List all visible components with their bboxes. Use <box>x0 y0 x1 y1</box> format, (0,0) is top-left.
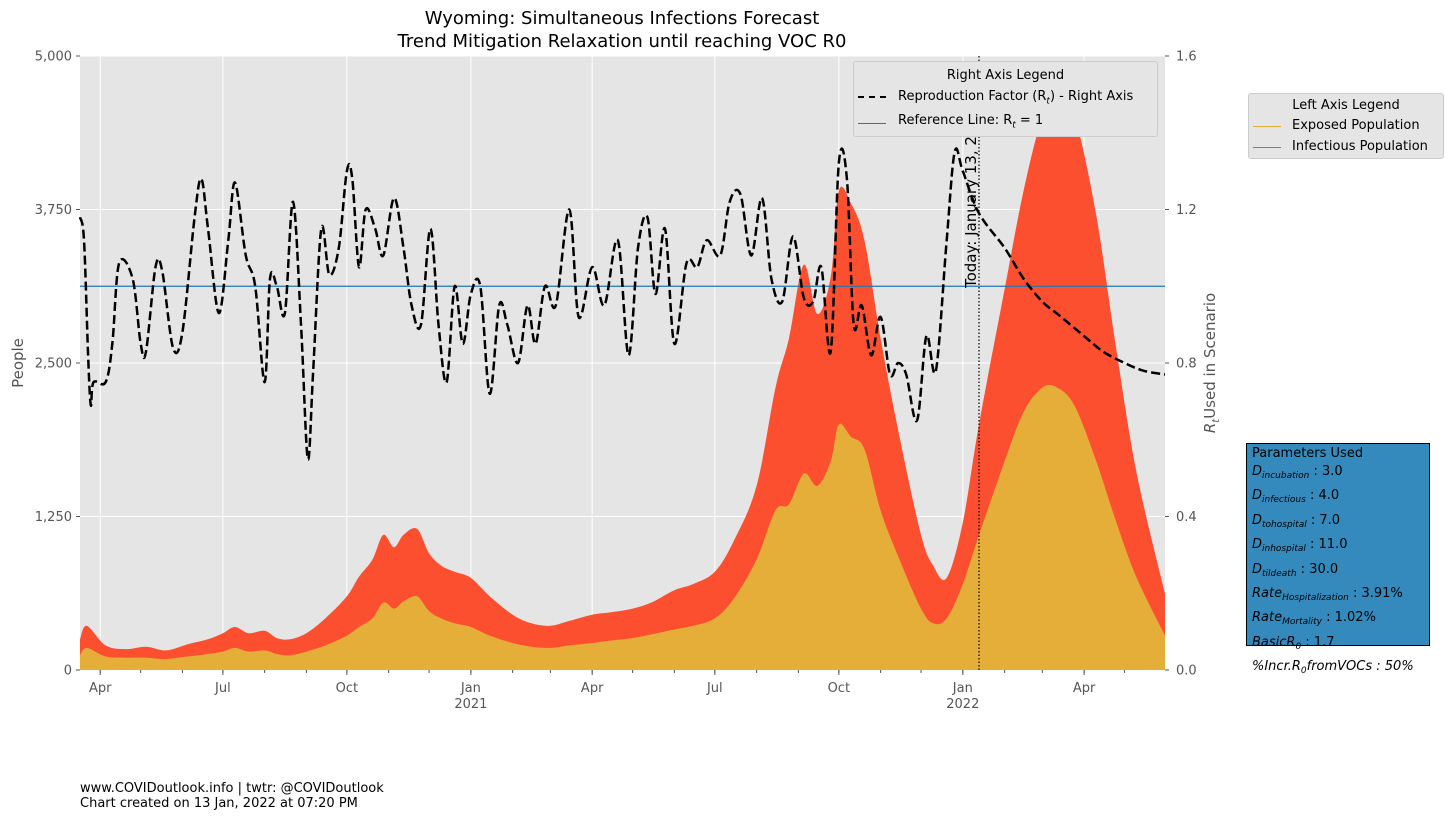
parameter-row: Dincubation : 3.0 <box>1252 464 1343 481</box>
footer-site: www.COVIDoutlook.info | twtr: @COVIDoutl… <box>80 781 384 796</box>
exposed-legend-swatch <box>1253 126 1281 127</box>
x-tick-year-label: 2022 <box>946 697 979 712</box>
rt-line <box>78 147 1166 461</box>
today-label: Today: January 13, 2022 <box>962 107 980 289</box>
exposed-area <box>80 384 1165 670</box>
parameter-row: Dinfectious : 4.0 <box>1252 488 1340 506</box>
left-axis-label: People <box>9 338 27 388</box>
parameter-row: BasicR0 : 1.7 <box>1252 634 1335 652</box>
exposed-legend-label: Exposed Population <box>1292 118 1420 133</box>
right-axis-legend: Right Axis Legend Reproduction Factor (R… <box>853 61 1158 137</box>
x-tick-label: Jan <box>460 681 481 696</box>
x-tick-label: Apr <box>1073 681 1096 696</box>
right-tick-label: 0.4 <box>1176 510 1197 525</box>
parameters-title: Parameters Used <box>1252 446 1364 461</box>
axes: 0 1,250 2,500 3,750 5,000 0.0 0.4 0.8 1.2 1.6 Apr J… <box>35 50 1197 713</box>
chart-title-line2: Trend Mitigation Relaxation until reachi… <box>397 31 847 52</box>
left-tick-label: 2,500 <box>35 357 72 372</box>
parameter-rows: Dincubation : 3.0 Dinfectious : 4.0 Dtohos… <box>1252 462 1424 682</box>
parameters-box: Parameters Used Dincubation : 3.0 Dinfect… <box>1246 443 1430 676</box>
left-tick-label: 5,000 <box>35 50 72 65</box>
parameter-row: %Incr.R0fromVOCs : 50% <box>1252 659 1414 677</box>
x-tick-year-label: 2021 <box>454 697 487 712</box>
infectious-legend-swatch <box>1253 147 1281 148</box>
x-tick-label: Oct <box>336 681 358 696</box>
x-tick-label: Apr <box>89 681 112 696</box>
x-tick-label: Oct <box>828 681 850 696</box>
today-marker: Today: January 13, 2022 <box>962 56 980 670</box>
infectious-legend-label: Infectious Population <box>1292 139 1428 154</box>
rt-line-group <box>78 147 1166 461</box>
reference-legend-swatch <box>858 123 886 124</box>
parameter-row: RateMortality : 1.02% <box>1252 610 1376 628</box>
rt-legend-swatch <box>858 96 886 98</box>
rt-legend-label: Reproduction Factor (Rt) - Right Axis <box>898 89 1134 107</box>
right-tick-label: 1.6 <box>1176 50 1197 65</box>
left-tick-label: 1,250 <box>35 510 72 525</box>
chart-title-line1: Wyoming: Simultaneous Infections Forecas… <box>425 8 820 29</box>
right-tick-label: 1.2 <box>1176 203 1197 218</box>
left-axis-legend: Left Axis Legend Exposed Population Infe… <box>1248 93 1444 159</box>
x-tick-label: Jan <box>952 681 973 696</box>
left-legend-title: Left Axis Legend <box>1292 98 1400 113</box>
footer: www.COVIDoutlook.info | twtr: @COVIDoutl… <box>80 781 384 811</box>
infectious-area <box>80 98 1165 670</box>
right-axis-label: RtUsed in Scenario <box>1201 293 1222 433</box>
parameter-row: Dtildeath : 30.0 <box>1252 561 1339 579</box>
right-tick-label: 0.8 <box>1176 357 1197 372</box>
x-tick-label: Jul <box>706 681 723 696</box>
reference-legend-label: Reference Line: Rt = 1 <box>898 113 1044 131</box>
footer-created: Chart created on 13 Jan, 2022 at 07:20 P… <box>80 796 358 811</box>
parameter-row: RateHospitalization : 3.91% <box>1252 586 1403 604</box>
parameter-row: Dtohospital : 7.0 <box>1252 512 1341 530</box>
right-legend-title: Right Axis Legend <box>946 68 1065 83</box>
right-tick-label: 0.0 <box>1176 664 1197 679</box>
left-tick-label: 0 <box>64 664 72 679</box>
population-areas <box>80 98 1165 670</box>
parameter-row: Dinhospital : 11.0 <box>1252 537 1348 555</box>
right-axis-label-text: Used in Scenario <box>1201 293 1219 419</box>
left-tick-label: 3,750 <box>35 203 72 218</box>
x-tick-label: Apr <box>581 681 604 696</box>
x-tick-label: Jul <box>214 681 231 696</box>
